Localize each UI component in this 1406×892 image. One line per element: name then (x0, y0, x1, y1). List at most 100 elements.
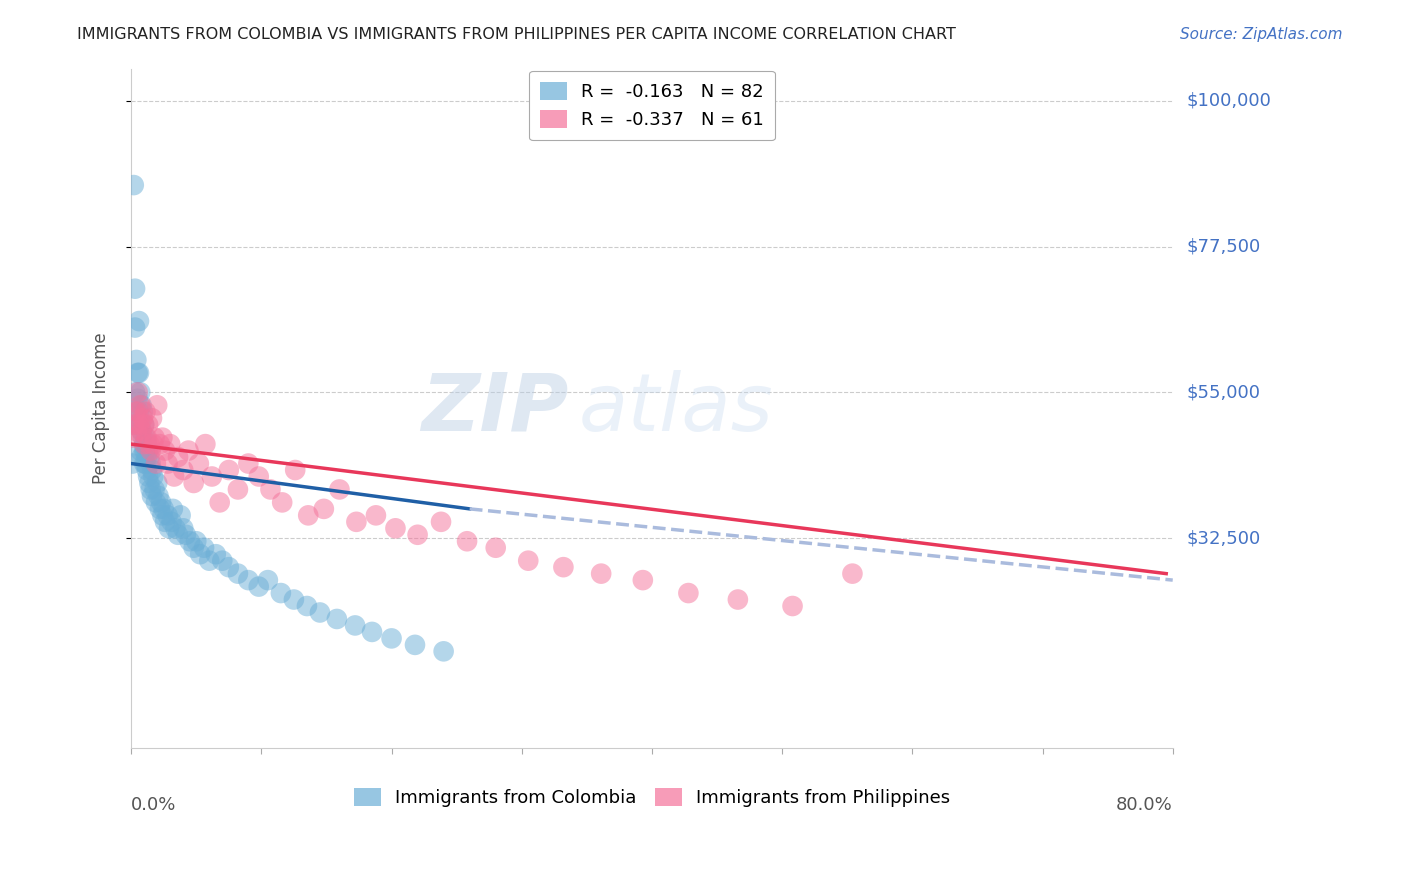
Text: IMMIGRANTS FROM COLOMBIA VS IMMIGRANTS FROM PHILIPPINES PER CAPITA INCOME CORREL: IMMIGRANTS FROM COLOMBIA VS IMMIGRANTS F… (77, 27, 956, 42)
Point (295, 599, 318, 613)
Point (143, 431, 166, 445)
Point (194, 437, 217, 451)
Point (344, 515, 367, 529)
Point (127, 385, 149, 400)
Point (150, 495, 173, 509)
Point (172, 521, 194, 535)
Point (121, 431, 143, 445)
Text: ZIP: ZIP (422, 369, 568, 448)
Text: 0.0%: 0.0% (131, 796, 177, 814)
Point (125, 424, 148, 438)
Point (380, 632, 402, 646)
Point (247, 580, 270, 594)
Point (174, 528, 197, 542)
Point (127, 392, 149, 406)
Point (183, 541, 205, 555)
Text: $100,000: $100,000 (1187, 92, 1271, 110)
Point (187, 457, 209, 471)
Point (139, 483, 162, 497)
Point (218, 560, 240, 574)
Point (257, 573, 280, 587)
Point (128, 366, 150, 380)
Point (146, 398, 169, 412)
Point (124, 320, 146, 334)
Point (456, 534, 478, 549)
Point (208, 495, 231, 509)
Point (129, 417, 152, 432)
Point (247, 469, 270, 483)
Point (631, 573, 654, 587)
Text: 80.0%: 80.0% (1116, 796, 1173, 814)
Point (678, 586, 700, 600)
Point (198, 554, 221, 568)
Point (122, 178, 145, 192)
Text: atlas: atlas (579, 369, 773, 448)
Text: $55,000: $55,000 (1187, 384, 1261, 401)
Point (132, 411, 155, 425)
Point (124, 282, 146, 296)
Point (132, 431, 155, 445)
Point (183, 475, 205, 490)
Y-axis label: Per Capita Income: Per Capita Income (93, 333, 110, 484)
Point (188, 547, 211, 561)
Point (159, 437, 181, 451)
Text: $77,500: $77,500 (1187, 237, 1261, 256)
Point (782, 599, 804, 613)
Point (211, 554, 233, 568)
Point (142, 469, 165, 483)
Point (122, 417, 145, 432)
Point (163, 469, 186, 483)
Point (143, 483, 166, 497)
Point (485, 541, 508, 555)
Point (129, 443, 152, 458)
Point (152, 501, 174, 516)
Legend: R =  -0.163   N = 82, R =  -0.337   N = 61: R = -0.163 N = 82, R = -0.337 N = 61 (529, 70, 775, 140)
Point (727, 592, 749, 607)
Point (128, 405, 150, 419)
Point (128, 417, 150, 432)
Point (283, 592, 305, 607)
Point (226, 566, 249, 581)
Point (312, 501, 335, 516)
Point (127, 405, 149, 419)
Point (167, 528, 190, 542)
Point (193, 541, 215, 555)
Point (136, 417, 159, 432)
Point (129, 398, 152, 412)
Point (138, 475, 160, 490)
Point (122, 417, 145, 432)
Point (128, 314, 150, 328)
Point (152, 431, 174, 445)
Point (430, 515, 453, 529)
Point (169, 508, 191, 523)
Point (238, 457, 260, 471)
Point (153, 515, 176, 529)
Point (186, 534, 208, 549)
Point (553, 560, 575, 574)
Point (149, 437, 172, 451)
Point (139, 443, 162, 458)
Point (384, 521, 406, 535)
Point (309, 606, 332, 620)
Point (226, 483, 249, 497)
Point (141, 411, 163, 425)
Point (179, 534, 201, 549)
Point (177, 443, 200, 458)
Point (259, 483, 281, 497)
Point (344, 618, 367, 632)
Point (238, 573, 260, 587)
Text: $32,500: $32,500 (1187, 529, 1261, 547)
Point (131, 424, 153, 438)
Point (142, 437, 165, 451)
Point (134, 405, 156, 419)
Point (271, 495, 294, 509)
Point (218, 463, 240, 477)
Point (135, 463, 157, 477)
Point (125, 405, 148, 419)
Point (127, 366, 149, 380)
Point (125, 353, 148, 368)
Point (134, 457, 156, 471)
Point (165, 521, 187, 535)
Point (138, 450, 160, 464)
Point (433, 644, 456, 658)
